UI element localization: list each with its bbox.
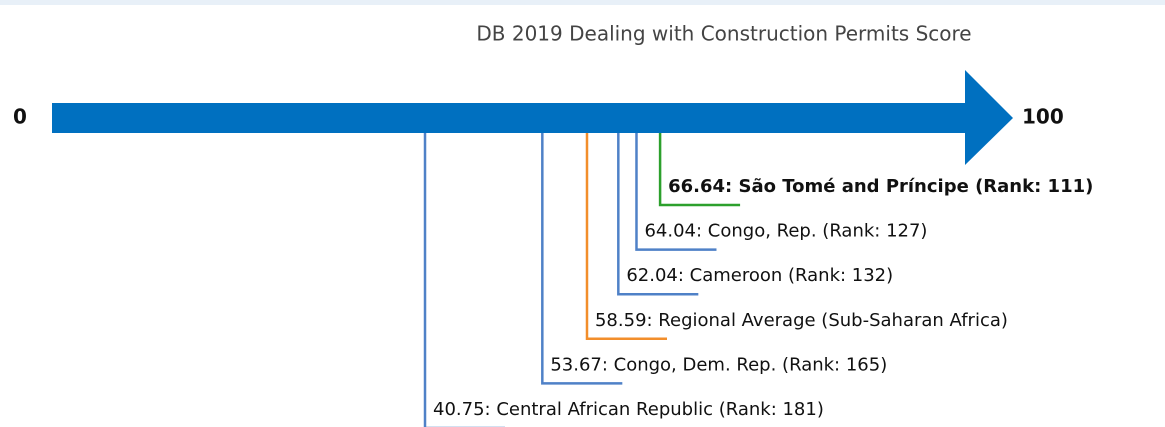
top-band bbox=[0, 0, 1165, 5]
value-label: 64.04: Congo, Rep. (Rank: 127) bbox=[644, 221, 927, 242]
value-label: 53.67: Congo, Dem. Rep. (Rank: 165) bbox=[550, 354, 887, 375]
axis-arrow bbox=[52, 70, 1013, 165]
marker-line bbox=[423, 133, 506, 427]
marker-line bbox=[658, 133, 741, 207]
x-tick-label: 0 bbox=[13, 105, 27, 129]
marker-line bbox=[585, 133, 667, 341]
value-label: 40.75: Central African Republic (Rank: 1… bbox=[433, 399, 824, 420]
x-tick-label: 100 bbox=[1022, 105, 1064, 129]
chart-title: DB 2019 Dealing with Construction Permit… bbox=[476, 22, 971, 46]
marker-line bbox=[617, 133, 699, 296]
value-label: 62.04: Cameroon (Rank: 132) bbox=[626, 265, 893, 286]
value-label: 58.59: Regional Average (Sub-Saharan Afr… bbox=[595, 310, 1008, 331]
value-label: 66.64: São Tomé and Príncipe (Rank: 111) bbox=[668, 176, 1093, 197]
marker-line bbox=[635, 133, 717, 251]
marker-line bbox=[541, 133, 623, 385]
